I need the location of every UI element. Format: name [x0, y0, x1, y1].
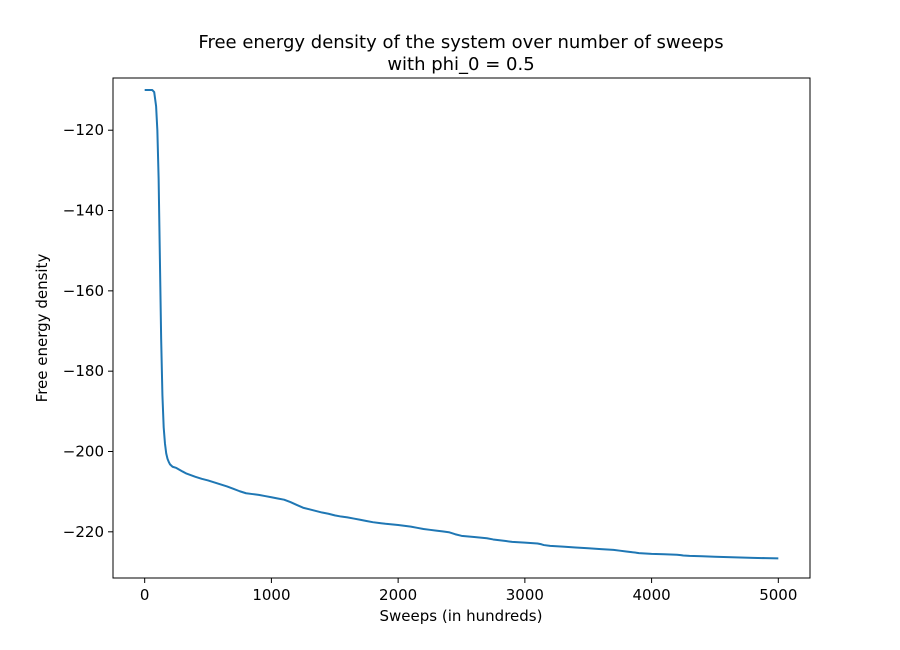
- y-axis-label: Free energy density: [33, 254, 51, 403]
- x-tick-label: 2000: [379, 586, 417, 604]
- chart-title: Free energy density of the system over n…: [198, 32, 723, 53]
- series-line-0: [144, 89, 779, 560]
- x-tick-label: 4000: [632, 586, 670, 604]
- x-tick-label: 5000: [759, 586, 797, 604]
- x-tick-label: 3000: [506, 586, 544, 604]
- y-tick-label: −140: [63, 202, 104, 220]
- y-tick-label: −200: [63, 442, 104, 460]
- x-axis-label: Sweeps (in hundreds): [380, 607, 543, 625]
- chart-subtitle: with phi_0 = 0.5: [387, 54, 534, 75]
- y-tick-label: −160: [63, 282, 104, 300]
- y-tick-label: −180: [63, 362, 104, 380]
- y-axis-ticks: −120 −140 −160 −180 −200 −220: [63, 121, 113, 541]
- x-axis-ticks: 0 1000 2000 3000 4000 5000: [140, 578, 797, 604]
- plot-frame: [112, 77, 811, 579]
- x-tick-label: 0: [140, 586, 150, 604]
- series-layer: [144, 89, 779, 560]
- y-tick-label: −220: [63, 523, 104, 541]
- x-tick-label: 1000: [252, 586, 290, 604]
- y-tick-label: −120: [63, 121, 104, 139]
